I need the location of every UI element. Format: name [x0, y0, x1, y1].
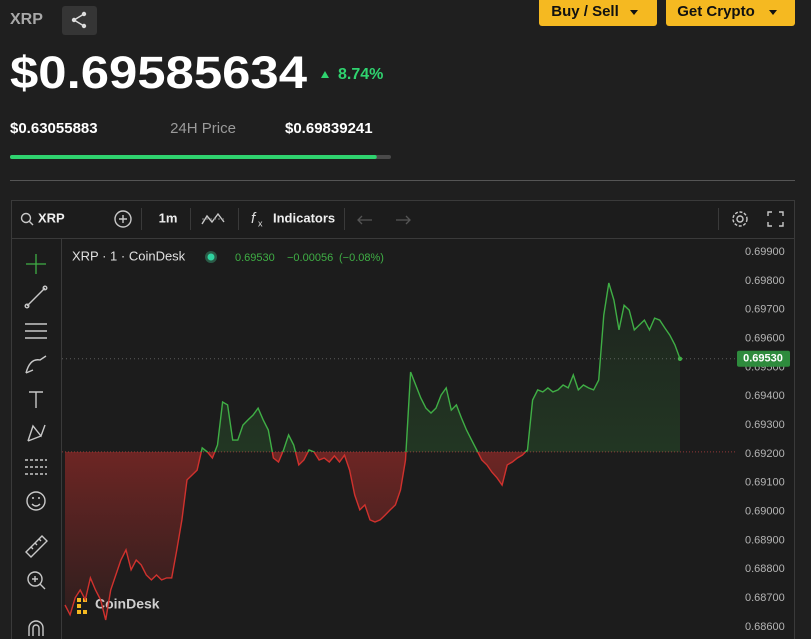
undo[interactable]: [357, 215, 372, 225]
toolbar-symbol: XRP: [38, 210, 65, 225]
interval[interactable]: 1m: [159, 210, 178, 225]
redo[interactable]: [396, 215, 411, 225]
y-tick-label: 0.68800: [745, 563, 785, 575]
trend-line-tool[interactable]: [26, 287, 46, 307]
change: 8.74%: [338, 66, 383, 83]
y-tick-label: 0.69400: [745, 390, 785, 402]
text-tool[interactable]: [29, 391, 43, 408]
fullscreen[interactable]: [767, 211, 784, 227]
lines-tool[interactable]: [25, 323, 47, 339]
current-price-label: 0.69530: [743, 353, 783, 365]
area-fill: [65, 283, 680, 620]
legend-change-pct: (−0.08%): [339, 252, 384, 264]
y-tick-label: 0.69600: [745, 333, 785, 345]
settings[interactable]: [732, 211, 748, 227]
y-tick-label: 0.68900: [745, 534, 785, 546]
y-tick-label: 0.69300: [745, 419, 785, 431]
fx-icon-sub: x: [258, 218, 263, 228]
last-point: [677, 356, 683, 361]
chart-style-button[interactable]: [201, 212, 225, 225]
range-label: 24H Price: [170, 120, 236, 137]
low-price: $0.63055883: [10, 120, 98, 137]
crosshair-tool[interactable]: [26, 254, 46, 274]
drawing-tools: [24, 254, 48, 636]
fib-tool[interactable]: [25, 459, 47, 475]
y-tick-label: 0.68700: [745, 592, 785, 604]
watermark: CoinDesk: [77, 596, 160, 614]
range-fill: [10, 155, 377, 159]
up-arrow: [321, 71, 329, 78]
get-crypto-button[interactable]: Get Crypto: [666, 0, 795, 26]
y-tick-label: 0.69200: [745, 448, 785, 460]
buy-sell-button[interactable]: Buy / Sell: [539, 0, 657, 26]
button-label: Buy / Sell: [551, 3, 619, 20]
symbol-search[interactable]: XRP: [20, 210, 66, 226]
legend-last: 0.69530: [235, 252, 275, 264]
y-tick-label: 0.68600: [745, 621, 785, 633]
y-tick-label: 0.69800: [745, 275, 785, 287]
compare-button[interactable]: [114, 210, 132, 228]
symbol: XRP: [10, 11, 43, 28]
y-tick-label: 0.69900: [745, 246, 785, 258]
ruler-tool[interactable]: [25, 535, 48, 558]
y-tick-label: 0.69000: [745, 505, 785, 517]
indicators[interactable]: Indicators: [273, 210, 335, 225]
current-price-tag: [737, 350, 790, 367]
price-line: [64, 282, 681, 621]
chart-legend-name: XRP · 1 · CoinDesk: [72, 248, 186, 263]
legend-dot: [207, 253, 215, 261]
pattern-tool[interactable]: [27, 424, 46, 442]
price: $0.69585634: [10, 47, 307, 98]
zoom-tool[interactable]: [27, 571, 46, 590]
button-label: Get Crypto: [677, 3, 755, 20]
fx-icon[interactable]: f: [251, 210, 257, 227]
emoji-tool[interactable]: [26, 491, 46, 511]
share-button[interactable]: [62, 6, 97, 35]
y-tick-label: 0.69100: [745, 477, 785, 489]
brush-tool[interactable]: [25, 355, 47, 374]
y-tick-label: 0.69700: [745, 304, 785, 316]
high-price: $0.69839241: [285, 120, 373, 137]
legend-change: −0.00056: [287, 252, 333, 264]
watermark-text: CoinDesk: [95, 596, 160, 612]
magnet-tool[interactable]: [28, 620, 44, 636]
